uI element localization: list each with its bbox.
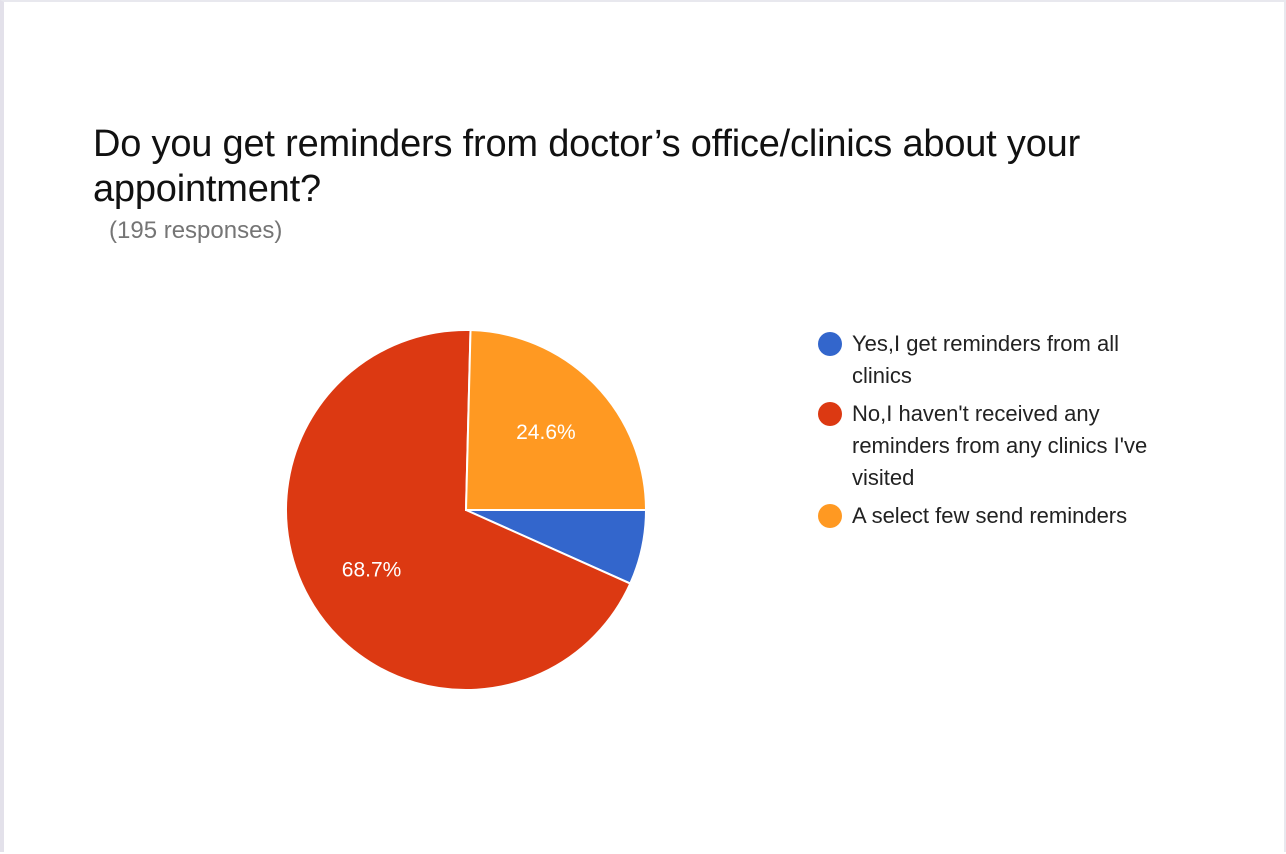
legend-item-yes-all[interactable]: Yes,I get reminders from all clinics bbox=[818, 328, 1178, 392]
legend-swatch bbox=[818, 504, 842, 528]
pie-chart: 68.7% 24.6% bbox=[285, 329, 648, 691]
chart-title: Do you get reminders from doctor’s offic… bbox=[93, 123, 1081, 210]
slice-label-1: 68.7% bbox=[342, 559, 402, 582]
legend-swatch bbox=[818, 332, 842, 356]
legend-label: No,I haven't received any reminders from… bbox=[852, 401, 1148, 490]
response-count: (195 responses) bbox=[109, 217, 283, 244]
legend-item-no-none[interactable]: No,I haven't received any reminders from… bbox=[818, 398, 1178, 494]
legend-item-select-few[interactable]: A select few send reminders bbox=[818, 500, 1178, 532]
pie-slice-1[interactable] bbox=[285, 329, 632, 691]
slice-label-2: 24.6% bbox=[516, 421, 576, 444]
chart-legend: Yes,I get reminders from all clinics No,… bbox=[818, 328, 1178, 538]
legend-label: A select few send reminders bbox=[852, 503, 1128, 528]
legend-swatch bbox=[818, 402, 842, 426]
legend-label: Yes,I get reminders from all clinics bbox=[852, 331, 1119, 388]
pie-slice-2[interactable] bbox=[464, 329, 648, 511]
